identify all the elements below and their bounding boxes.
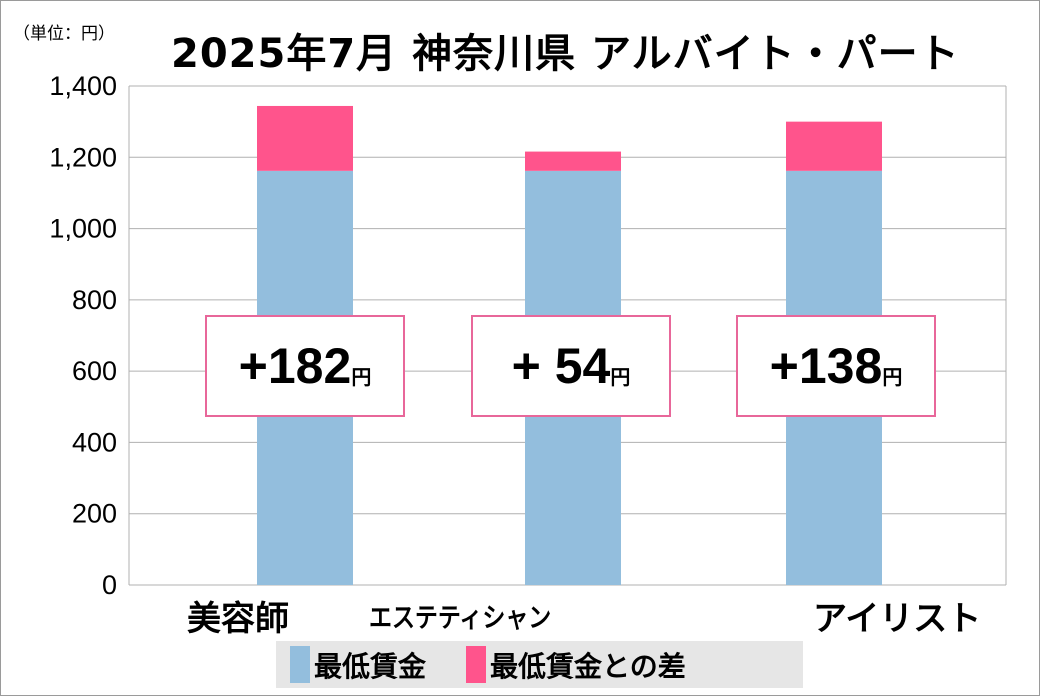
bar-diff-1 xyxy=(525,151,621,171)
legend-item-min-wage: 最低賃金 xyxy=(290,645,426,685)
legend-swatch xyxy=(290,646,310,683)
y-tick-label: 1,000 xyxy=(49,214,117,244)
data-label-suffix: 円 xyxy=(882,364,903,389)
legend-label: 最低賃金 xyxy=(314,649,427,683)
bar-diff-0 xyxy=(257,105,353,171)
data-label-0: +182 円 xyxy=(205,315,405,417)
data-label-sign: + xyxy=(238,338,268,394)
unit-label: （単位：円） xyxy=(13,24,115,44)
data-label-sign: + xyxy=(511,338,555,394)
y-tick-label: 0 xyxy=(102,570,117,600)
x-label-1: エステティシャン xyxy=(369,603,552,634)
y-tick-label: 400 xyxy=(72,427,117,457)
y-tick-label: 1,400 xyxy=(49,71,117,101)
chart-title: 2025年7月 神奈川県 アルバイト・パート xyxy=(171,31,960,77)
legend-item-diff: 最低賃金との差 xyxy=(466,645,686,685)
x-label-0: 美容師 xyxy=(187,599,289,639)
bar-diff-2 xyxy=(786,121,882,171)
data-label-suffix: 円 xyxy=(610,364,631,389)
y-tick-label: 800 xyxy=(72,285,117,315)
data-label-value: 138 xyxy=(798,338,883,394)
x-label-2: アイリスト xyxy=(813,599,982,639)
legend-swatch xyxy=(466,646,487,683)
legend: 最低賃金 最低賃金との差 xyxy=(276,641,803,688)
data-label-sign: + xyxy=(769,338,799,394)
data-label-1: + 54 円 xyxy=(471,315,671,417)
y-tick-label: 200 xyxy=(72,499,117,529)
data-label-2: +138 円 xyxy=(736,315,936,417)
y-tick-label: 1,200 xyxy=(49,142,117,172)
data-label-suffix: 円 xyxy=(351,364,372,389)
data-label-value: 182 xyxy=(267,338,352,394)
legend-label: 最低賃金との差 xyxy=(490,649,686,683)
y-tick-label: 600 xyxy=(72,356,117,386)
data-label-value: 54 xyxy=(554,338,611,394)
